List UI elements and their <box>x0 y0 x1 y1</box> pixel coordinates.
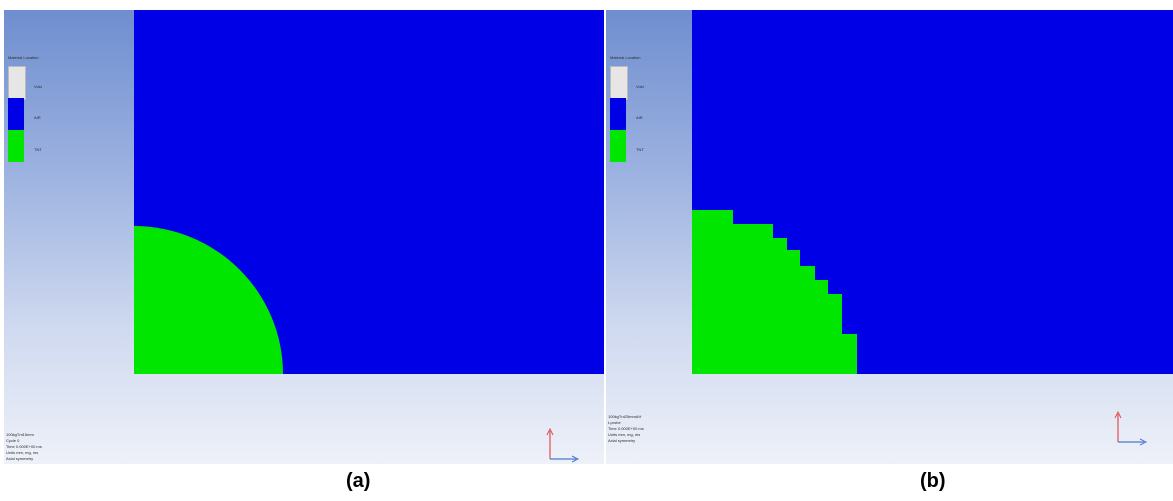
caption-a: (a) <box>346 470 371 492</box>
legend-label-air: AIR <box>34 115 41 120</box>
info-line: Time 0.000E+00 ms <box>608 426 644 431</box>
axis-triad-icon <box>546 427 580 463</box>
axis-triad-icon <box>1114 410 1148 446</box>
info-line: 100kgTnt15mm <box>6 432 34 437</box>
caption-b: (b) <box>920 470 946 492</box>
legend-label-tnt: TNT <box>636 147 644 152</box>
info-line: Time 0.000E+00 ms <box>6 444 42 449</box>
legend-label-void: Void <box>34 84 42 89</box>
info-line: 100kgTnt25mmAH <box>608 414 642 419</box>
tnt-charge-region <box>692 210 857 374</box>
info-line: Axial symmetry <box>608 438 636 443</box>
legend-swatch-air <box>610 98 626 130</box>
legend-swatch-void <box>610 66 628 100</box>
legend-label-air: AIR <box>636 115 643 120</box>
material-plot-b[interactable] <box>692 10 1173 374</box>
material-plot-svg-a <box>134 10 604 374</box>
material-plot-svg-b <box>692 10 1173 374</box>
legend-label-void: Void <box>636 84 644 89</box>
legend-title: Material Location <box>8 55 39 60</box>
legend-swatch-tnt <box>610 130 626 162</box>
simulation-view-b: Material Location Void AIR TNT 100kgTnt2… <box>606 10 1173 464</box>
legend-title: Material Location <box>610 55 641 60</box>
info-line: Units mm, mg, ms <box>6 450 39 455</box>
simulation-info: 100kgTnt15mm Cycle 0 Time 0.000E+00 ms U… <box>6 432 42 462</box>
material-legend: Material Location Void AIR TNT <box>8 55 78 170</box>
legend-swatch-air <box>8 98 24 130</box>
info-line: Axial symmetry <box>6 456 34 461</box>
simulation-info: 100kgTnt25mmAH t-probe Time 0.000E+00 ms… <box>608 414 644 444</box>
info-line: t-probe <box>608 420 621 425</box>
tnt-charge-region <box>134 226 283 374</box>
material-legend: Material Location Void AIR TNT <box>610 55 680 170</box>
legend-swatch-void <box>8 66 26 100</box>
info-line: Units mm, mg, ms <box>608 432 641 437</box>
info-line: Cycle 0 <box>6 438 20 443</box>
legend-swatch-tnt <box>8 130 24 162</box>
legend-label-tnt: TNT <box>34 147 42 152</box>
simulation-view-a: Material Location Void AIR TNT 100kgTnt1… <box>4 10 604 464</box>
material-plot-a[interactable] <box>134 10 604 374</box>
